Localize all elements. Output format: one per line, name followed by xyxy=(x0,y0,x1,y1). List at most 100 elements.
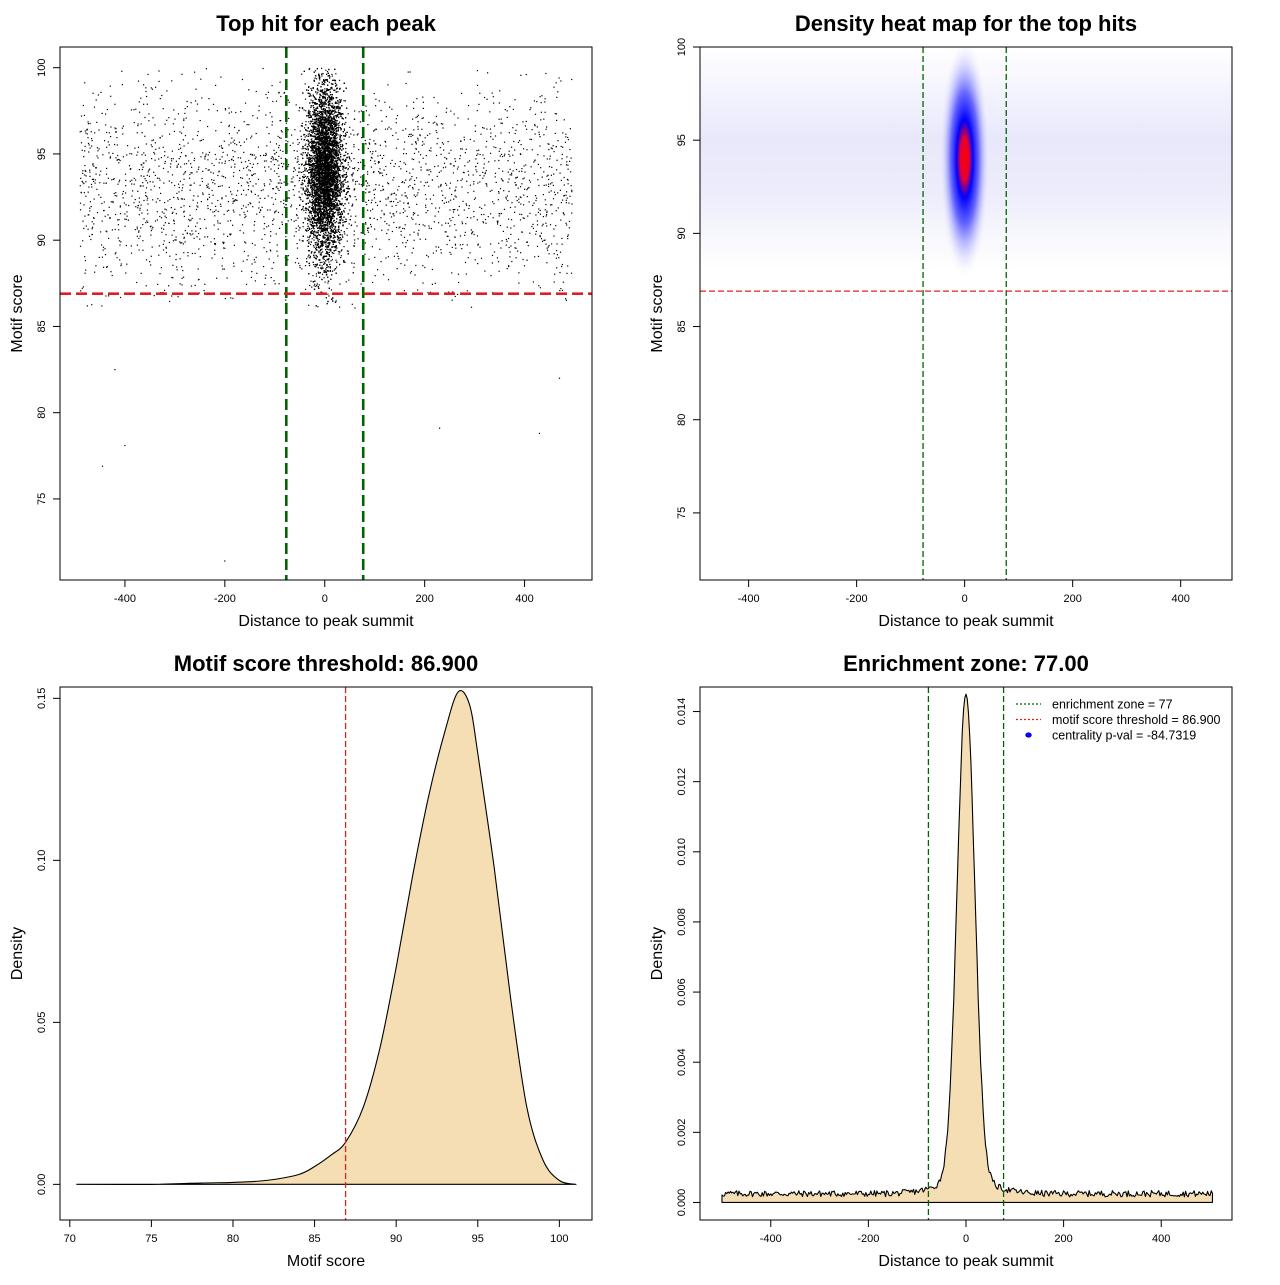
scatter-point xyxy=(321,249,322,250)
scatter-point xyxy=(312,121,313,122)
scatter-point xyxy=(332,105,333,106)
scatter-point xyxy=(337,91,338,92)
scatter-point xyxy=(327,94,328,95)
scatter-point xyxy=(332,76,333,77)
scatter-point xyxy=(306,178,307,179)
scatter-point xyxy=(305,212,306,213)
scatter-point xyxy=(311,139,312,140)
scatter-point xyxy=(314,266,315,267)
scatter-point xyxy=(316,276,317,277)
scatter-point xyxy=(339,99,340,100)
scatter-point xyxy=(348,164,349,165)
scatter-point xyxy=(302,155,303,156)
scatter-point xyxy=(343,170,344,171)
scatter-point xyxy=(349,127,350,128)
scatter-point xyxy=(303,165,304,166)
scatter-point xyxy=(339,183,340,184)
scatter-point xyxy=(311,191,312,192)
scatter-point xyxy=(309,111,310,112)
scatter-point xyxy=(308,121,309,122)
scatter-point xyxy=(320,262,321,263)
scatter-point xyxy=(330,89,331,90)
scatter-point xyxy=(341,99,342,100)
scatter-point xyxy=(346,221,347,222)
scatter-point xyxy=(315,196,316,197)
scatter-point xyxy=(306,135,307,136)
scatter-point xyxy=(306,140,307,141)
scatter-point xyxy=(329,76,330,77)
scatter-point xyxy=(318,241,319,242)
scatter-point xyxy=(298,172,299,173)
scatter-point xyxy=(344,208,345,209)
scatter-point xyxy=(339,151,340,152)
scatter-point xyxy=(347,235,348,236)
scatter-point xyxy=(308,90,309,91)
scatter-point xyxy=(343,100,344,101)
scatter-point xyxy=(345,148,346,149)
scatter-point xyxy=(337,239,338,240)
scatter-point xyxy=(348,168,349,169)
scatter-point xyxy=(337,207,338,208)
scatter-point xyxy=(317,146,318,147)
scatter-point xyxy=(298,225,299,226)
scatter-point xyxy=(323,233,324,234)
scatter-point xyxy=(334,187,335,188)
scatter-point xyxy=(345,122,346,123)
scatter-point xyxy=(342,123,343,124)
scatter-point xyxy=(347,198,348,199)
scatter-point xyxy=(305,83,306,84)
scatter-point xyxy=(327,249,328,250)
scatter-point xyxy=(319,127,320,128)
scatter-point xyxy=(301,268,302,269)
scatter-point xyxy=(327,71,328,72)
scatter-point xyxy=(332,88,333,89)
scatter-point xyxy=(334,269,335,270)
scatter-point xyxy=(321,68,322,69)
scatter-point xyxy=(338,103,339,104)
scatter-point xyxy=(337,100,338,101)
scatter-point xyxy=(327,141,328,142)
scatter-point xyxy=(321,129,322,130)
scatter-point xyxy=(319,79,320,80)
scatter-point xyxy=(306,188,307,189)
scatter-point xyxy=(324,106,325,107)
scatter-point xyxy=(341,135,342,136)
scatter-point xyxy=(328,209,329,210)
scatter-point xyxy=(338,110,339,111)
scatter-point xyxy=(331,74,332,75)
scatter-point xyxy=(333,253,334,254)
scatter-point xyxy=(338,240,339,241)
scatter-point xyxy=(339,212,340,213)
scatter-point xyxy=(324,124,325,125)
scatter-point xyxy=(314,190,315,191)
scatter-point xyxy=(319,259,320,260)
scatter-point xyxy=(349,137,350,138)
scatter-point xyxy=(325,244,326,245)
scatter-point xyxy=(339,253,340,254)
scatter-point xyxy=(309,133,310,134)
scatter-point xyxy=(336,129,337,130)
scatter-point xyxy=(332,120,333,121)
scatter-point xyxy=(317,92,318,93)
scatter-point xyxy=(306,258,307,259)
scatter-point xyxy=(321,75,322,76)
scatter-point xyxy=(298,263,299,264)
scatter-point xyxy=(342,203,343,204)
scatter-point xyxy=(306,210,307,211)
scatter-point xyxy=(307,139,308,140)
scatter-point xyxy=(338,102,339,103)
scatter-point xyxy=(338,251,339,252)
scatter-point xyxy=(340,190,341,191)
scatter-point xyxy=(342,159,343,160)
scatter-point xyxy=(313,245,314,246)
scatter-point xyxy=(307,240,308,241)
scatter-point xyxy=(324,277,325,278)
scatter-point xyxy=(329,105,330,106)
scatter-point xyxy=(338,125,339,126)
scatter-point xyxy=(324,259,325,260)
scatter-point xyxy=(342,198,343,199)
scatter-point xyxy=(308,230,309,231)
scatter-point xyxy=(310,107,311,108)
scatter-point xyxy=(312,204,313,205)
